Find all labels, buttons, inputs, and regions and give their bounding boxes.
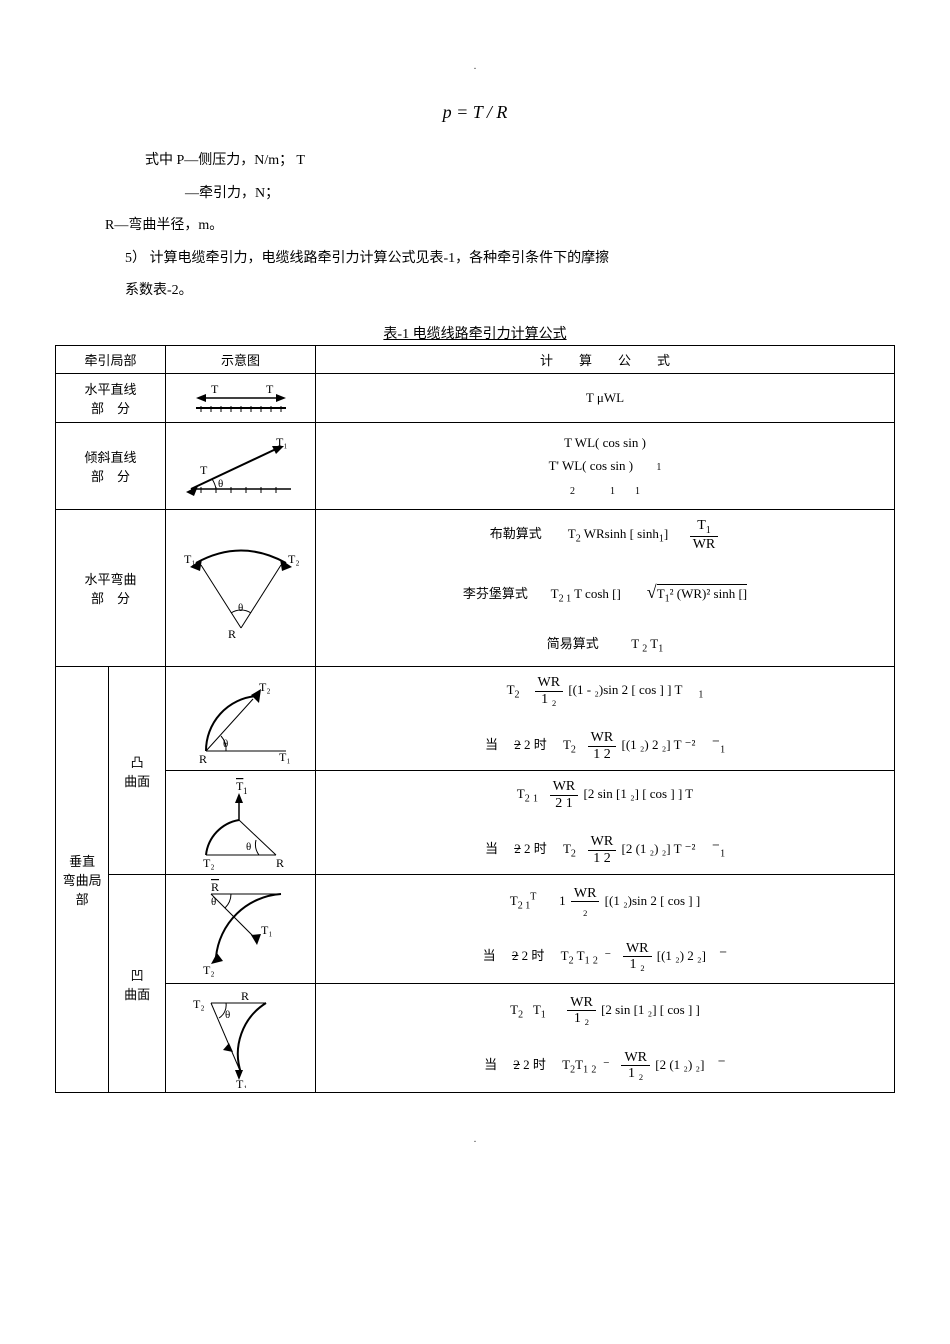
row-label-concave: 凹 曲面 (109, 875, 166, 1093)
table-row: 水平直线 部 分 T T T μWL (56, 373, 895, 422)
text-line-3: R—弯曲半径，m。 (105, 213, 895, 240)
svg-text:R: R (211, 880, 219, 894)
row-label-vcurve: 垂直 弯曲局部 (56, 667, 109, 1093)
page-dot-bottom: . (55, 1133, 895, 1145)
diagram-hline: T T (166, 373, 316, 422)
svg-text:T₂: T₂ (259, 680, 271, 694)
svg-text:1: 1 (243, 786, 248, 796)
table-row: 倾斜直线 部 分 T₁ T θ T WL( cos sin ) T (56, 422, 895, 509)
svg-text:T₁: T₁ (279, 750, 291, 764)
formula-table: 牵引局部 示意图 计 算 公 式 水平直线 部 分 T T (55, 345, 895, 1093)
formula-incline: T WL( cos sin ) T' WL( cos sin ) 1 2 1 1 (316, 422, 895, 509)
table-row: T 1 T₂ R θ T2 1 WR2 1 [2 sin [1 ₂] [ cos… (56, 771, 895, 875)
formula-convex-2: T2 1 WR2 1 [2 sin [1 ₂] [ cos ] ] T 当 2 … (316, 771, 895, 875)
row-label-incline: 倾斜直线 部 分 (56, 422, 166, 509)
svg-text:T: T (200, 463, 208, 477)
svg-text:R: R (241, 989, 249, 1003)
hcurve-label2: 李芬堡算式 (463, 586, 528, 601)
svg-text:R: R (228, 627, 236, 641)
svg-text:θ: θ (238, 602, 243, 614)
hcurve-f2: T2 1 T cosh [] (551, 586, 621, 601)
formula-convex-1: T2 WR1 ₂ [(1 - ₂)sin 2 [ cos ] ] T 1 当 2… (316, 667, 895, 771)
diagram-convex-2: T 1 T₂ R θ (166, 771, 316, 875)
svg-text:T₁: T₁ (276, 435, 288, 449)
page-dot-top: . (55, 60, 895, 72)
formula-concave-2: T2 T1 WR1 ₂ [2 sin [1 ₂] [ cos ] ] 当 2 2… (316, 984, 895, 1093)
svg-text:R: R (199, 752, 207, 766)
hcurve-f1: T2 WRsinh [ sinh1] (568, 526, 668, 541)
incline-f1: T WL( cos sin ) (564, 435, 646, 450)
table-caption: 表-1 电缆线路牵引力计算公式 (55, 323, 895, 343)
row-label-hcurve: 水平弯曲 部 分 (56, 510, 166, 667)
formula-hline: T μWL (316, 373, 895, 422)
table-row: 垂直 弯曲局部 凸 曲面 T₂ T₁ R θ T2 WR1 ₂ [(1 - ₂)… (56, 667, 895, 771)
diagram-convex-1: T₂ T₁ R θ (166, 667, 316, 771)
table-row: 凹 曲面 R θ T₁ T₂ T2 1T 1 WR₂ [(1 ₂)sin 2 [… (56, 875, 895, 984)
svg-text:θ: θ (246, 841, 251, 853)
row-label-hline: 水平直线 部 分 (56, 373, 166, 422)
svg-text:T₂: T₂ (203, 963, 215, 977)
diagram-concave-2: R θ T₂ T₁ (166, 984, 316, 1093)
diagram-concave-1: R θ T₁ T₂ (166, 875, 316, 984)
text-line-2: —牵引力，N； (185, 181, 895, 208)
svg-text:T: T (266, 382, 274, 396)
header-section: 牵引局部 (56, 345, 166, 373)
diagram-hcurve: T₁ T₂ θ R (166, 510, 316, 667)
svg-text:T₂: T₂ (203, 856, 215, 870)
hcurve-label1: 布勒算式 (490, 526, 542, 541)
svg-text:T: T (211, 382, 219, 396)
incline-f2: T' WL( cos sin ) (549, 458, 633, 473)
table-row: 水平弯曲 部 分 T₁ T₂ θ R 布勒算式 T2 WRsinh [ sinh… (56, 510, 895, 667)
svg-text:T₁: T₁ (261, 923, 273, 937)
header-formula: 计 算 公 式 (316, 345, 895, 373)
text-line-4: 5） 计算电缆牵引力，电缆线路牵引力计算公式见表-1，各种牵引条件下的摩擦 (125, 246, 895, 273)
header-diagram: 示意图 (166, 345, 316, 373)
table-row: R θ T₂ T₁ T2 T1 WR1 ₂ [2 sin [1 ₂] [ cos… (56, 984, 895, 1093)
svg-text:T₁: T₁ (236, 1077, 248, 1088)
top-formula: p = T / R (55, 102, 895, 123)
hcurve-f3: T 2 T1 (631, 636, 663, 651)
text-line-5: 系数表-2。 (125, 278, 895, 305)
svg-text:T₂: T₂ (193, 997, 205, 1011)
table-header-row: 牵引局部 示意图 计 算 公 式 (56, 345, 895, 373)
hcurve-label3: 简易算式 (547, 636, 599, 651)
svg-text:R: R (276, 856, 284, 870)
text-line-1: 式中 P—侧压力，N/m； T (145, 148, 895, 175)
svg-text:θ: θ (218, 478, 223, 490)
svg-text:T₁: T₁ (184, 552, 196, 566)
formula-hcurve: 布勒算式 T2 WRsinh [ sinh1] T1WR 李芬堡算式 T2 1 … (316, 510, 895, 667)
svg-text:θ: θ (225, 1009, 230, 1021)
row-label-convex: 凸 曲面 (109, 667, 166, 875)
svg-text:T₂: T₂ (288, 552, 300, 566)
formula-concave-1: T2 1T 1 WR₂ [(1 ₂)sin 2 [ cos ] ] 当 2 2 … (316, 875, 895, 984)
diagram-incline: T₁ T θ (166, 422, 316, 509)
svg-text:θ: θ (223, 738, 228, 750)
